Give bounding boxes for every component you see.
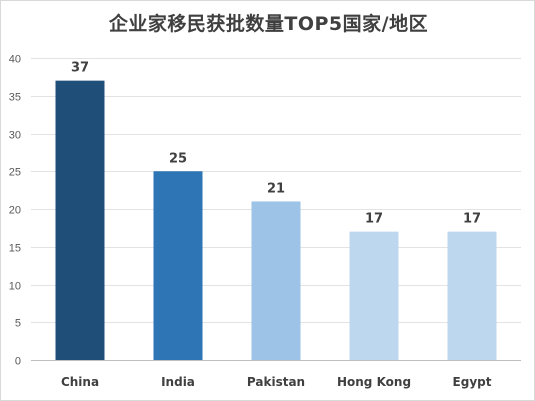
bar-egypt [447, 231, 497, 360]
y-tick-label: 0 [15, 356, 21, 368]
category-label: China [61, 375, 99, 389]
y-tick-label: 30 [9, 130, 21, 142]
y-tick-label: 40 [9, 54, 21, 66]
value-label: 25 [169, 151, 187, 166]
y-tick-label: 15 [9, 243, 21, 255]
bars [55, 80, 497, 361]
bar-pakistan [251, 201, 301, 360]
y-tick-label: 35 [9, 92, 21, 104]
category-label: Pakistan [247, 375, 305, 389]
bar-india [153, 171, 203, 360]
value-label: 37 [71, 61, 89, 76]
value-label: 17 [463, 212, 481, 227]
category-label: Egypt [453, 375, 492, 389]
chart-title: 企业家移民获批数量TOP5国家/地区 [108, 13, 429, 35]
y-tick-label: 20 [9, 205, 21, 217]
category-label: India [161, 375, 195, 389]
y-tick-label: 25 [9, 167, 21, 179]
data-labels: 37 25 21 17 17 [71, 61, 481, 227]
y-tick-label: 5 [15, 318, 21, 330]
value-label: 17 [365, 212, 383, 227]
bar-china [55, 80, 105, 361]
y-axis: 0 5 10 15 20 25 30 35 40 [9, 54, 21, 368]
category-label: Hong Kong [337, 375, 411, 389]
y-tick-label: 10 [9, 281, 21, 293]
x-axis: China India Pakistan Hong Kong Egypt [61, 375, 492, 389]
bar-hong-kong [349, 231, 399, 360]
value-label: 21 [267, 181, 285, 196]
